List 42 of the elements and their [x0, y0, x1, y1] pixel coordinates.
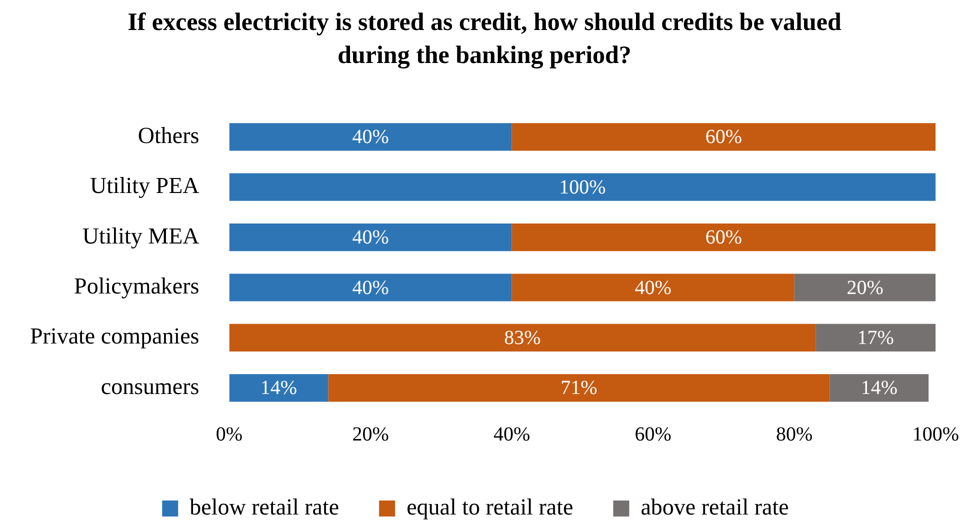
bar	[512, 274, 794, 302]
x-tick-label: 80%	[776, 423, 813, 446]
bar	[328, 374, 830, 402]
chart-title: If excess electricity is stored as credit, how should credits be valued during the banking period?	[126, 8, 842, 71]
data-label: 17%	[857, 326, 894, 349]
y-tick-label: Utility PEA	[90, 173, 200, 198]
bar	[816, 324, 936, 352]
legend-label: above retail rate	[640, 494, 789, 520]
y-tick-label: Private companies	[30, 324, 200, 349]
bar	[229, 374, 328, 402]
data-label: 14%	[260, 377, 298, 400]
bar	[229, 324, 816, 352]
legend-label: below retail rate	[190, 494, 340, 520]
bar	[229, 223, 512, 252]
bar	[512, 123, 936, 151]
x-tick-label: 60%	[634, 423, 672, 446]
bar	[512, 223, 936, 252]
data-label: 71%	[560, 377, 598, 400]
bar	[229, 274, 512, 302]
data-label: 14%	[860, 377, 898, 400]
bar	[229, 173, 936, 201]
data-label: 20%	[846, 276, 884, 299]
data-label: 60%	[705, 226, 742, 249]
x-tick-label: 40%	[493, 423, 530, 446]
y-tick-label: Policymakers	[74, 274, 200, 299]
data-label: 40%	[352, 276, 389, 299]
data-label: 83%	[504, 326, 541, 349]
data-label: 40%	[352, 126, 389, 148]
x-tick-label: 0%	[216, 423, 243, 446]
data-label: 40%	[634, 276, 672, 299]
y-tick-label: consumers	[100, 374, 200, 399]
y-tick-label: Utility MEA	[82, 223, 200, 248]
x-tick-label: 100%	[912, 423, 960, 446]
bar	[830, 374, 929, 402]
bar	[229, 123, 512, 151]
data-label: 60%	[705, 126, 742, 148]
data-label: 100%	[559, 176, 606, 198]
data-label: 40%	[352, 226, 389, 249]
legend-label: equal to retail rate	[406, 494, 574, 520]
y-tick-label: Others	[138, 122, 200, 148]
bar	[794, 274, 936, 302]
x-tick-label: 20%	[352, 423, 389, 446]
